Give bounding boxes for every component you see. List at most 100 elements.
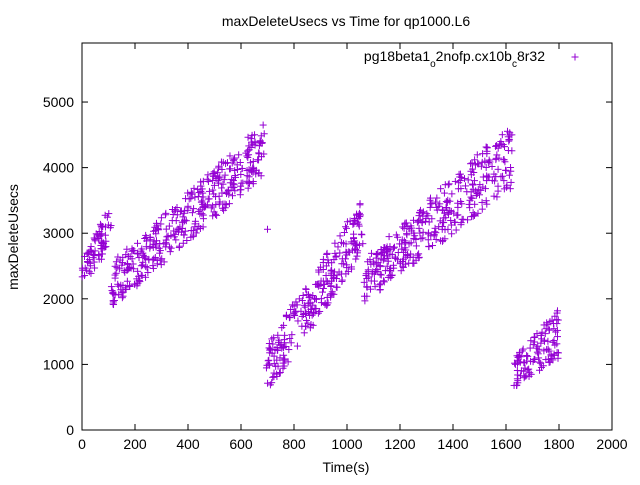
data-point: [356, 201, 364, 209]
y-tick-label: 2000: [43, 291, 74, 307]
data-point: [163, 233, 171, 241]
data-point: [119, 281, 127, 289]
data-point: [178, 228, 186, 236]
data-point: [274, 362, 282, 370]
data-point: [284, 358, 292, 366]
data-point: [245, 178, 253, 186]
data-point: [319, 288, 327, 296]
data-point: [437, 185, 445, 193]
data-point: [390, 244, 398, 252]
data-point: [553, 333, 561, 341]
data-point: [183, 237, 191, 245]
data-point: [383, 243, 391, 251]
x-tick-label: 400: [176, 436, 200, 452]
y-tick-label: 5000: [43, 94, 74, 110]
data-point: [316, 307, 324, 315]
data-point: [101, 211, 109, 219]
data-point: [182, 217, 190, 225]
data-point: [527, 337, 535, 345]
data-point: [280, 356, 288, 364]
data-point: [281, 355, 289, 363]
data-point: [415, 254, 423, 262]
data-point: [500, 177, 508, 185]
x-tick-label: 1800: [543, 436, 574, 452]
data-point: [222, 201, 230, 209]
data-point: [340, 260, 348, 268]
data-point: [542, 325, 550, 333]
data-point: [230, 155, 238, 163]
data-point: [545, 358, 553, 366]
data-point: [448, 190, 456, 198]
data-point: [445, 180, 453, 188]
data-point: [501, 158, 509, 166]
data-point: [506, 131, 514, 139]
data-point: [399, 263, 407, 271]
data-point: [143, 264, 151, 272]
data-point: [551, 341, 559, 349]
data-point: [494, 187, 502, 195]
data-point: [165, 222, 173, 230]
data-point: [468, 194, 476, 202]
data-point: [142, 234, 150, 242]
data-point: [325, 279, 333, 287]
data-point: [306, 311, 314, 319]
data-point: [525, 365, 533, 373]
data-point: [149, 264, 157, 272]
data-point: [270, 352, 278, 360]
data-point: [142, 263, 150, 271]
data-point: [91, 264, 99, 272]
data-point: [505, 171, 513, 179]
data-point: [350, 219, 358, 227]
data-point: [265, 339, 273, 347]
data-point: [282, 313, 290, 321]
data-point: [535, 358, 543, 366]
data-point: [275, 336, 283, 344]
data-point: [524, 366, 532, 374]
data-point: [181, 227, 189, 235]
data-point: [550, 325, 558, 333]
data-point: [149, 256, 157, 264]
data-point: [538, 328, 546, 336]
data-point: [184, 204, 192, 212]
data-point: [266, 345, 274, 353]
data-point: [219, 180, 227, 188]
data-point: [416, 229, 424, 237]
data-point: [360, 292, 368, 300]
data-point: [379, 277, 387, 285]
data-point: [343, 261, 351, 269]
data-point: [95, 228, 103, 236]
data-point: [173, 211, 181, 219]
data-point: [153, 222, 161, 230]
data-point: [118, 294, 126, 302]
data-point: [112, 269, 120, 277]
data-point: [78, 264, 86, 272]
data-point: [424, 236, 432, 244]
data-point: [311, 295, 319, 303]
data-point: [377, 246, 385, 254]
data-point: [110, 290, 118, 298]
data-point: [244, 184, 252, 192]
data-point: [179, 239, 187, 247]
data-point: [374, 259, 382, 267]
data-point: [150, 255, 158, 263]
data-point: [377, 255, 385, 263]
data-point: [87, 247, 95, 255]
data-point: [238, 165, 246, 173]
data-point: [464, 176, 472, 184]
data-point: [389, 261, 397, 269]
data-point: [432, 235, 440, 243]
data-point: [488, 176, 496, 184]
data-point: [158, 255, 166, 263]
data-point: [231, 154, 239, 162]
data-point: [469, 209, 477, 217]
data-point: [369, 268, 377, 276]
data-point: [473, 151, 481, 159]
data-point: [243, 167, 251, 175]
data-point: [529, 358, 537, 366]
data-point: [170, 233, 178, 241]
data-point: [431, 224, 439, 232]
data-point: [534, 350, 542, 358]
data-point: [336, 232, 344, 240]
data-point: [213, 211, 221, 219]
data-point: [363, 274, 371, 282]
